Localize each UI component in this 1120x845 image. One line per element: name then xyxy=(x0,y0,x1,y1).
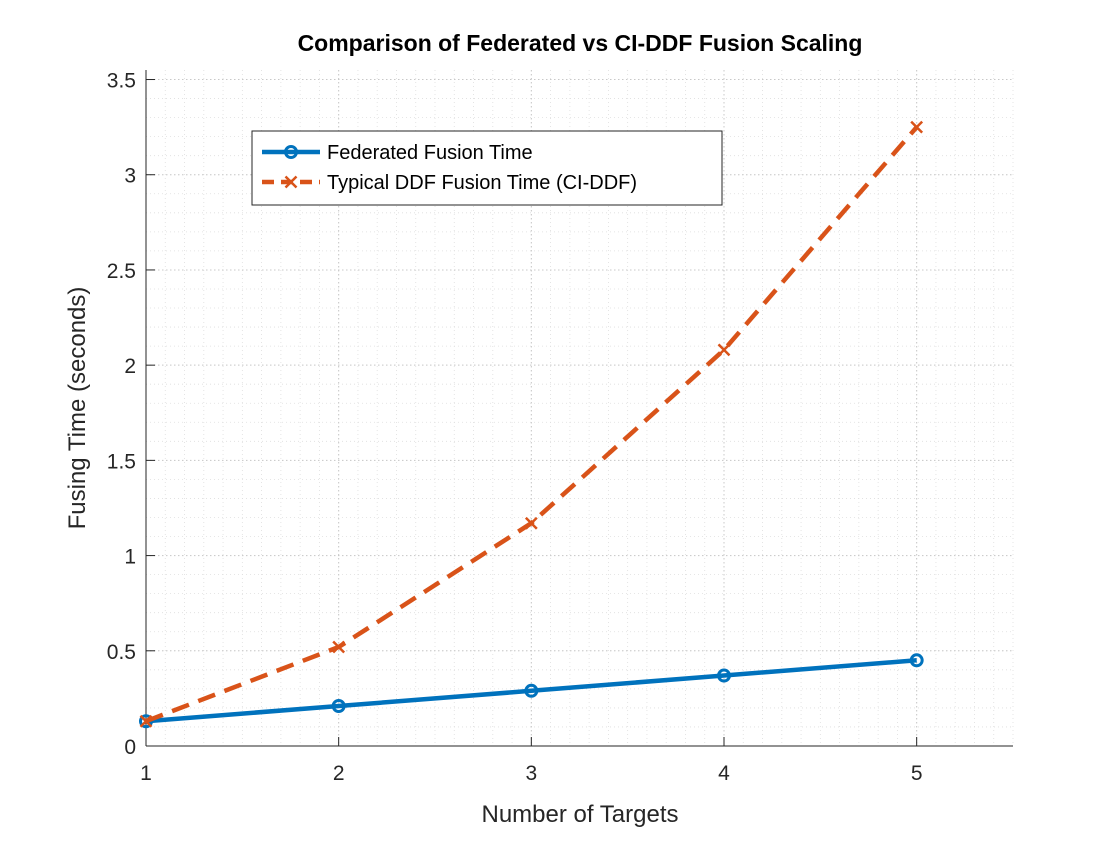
legend: Federated Fusion Time Typical DDF Fusion … xyxy=(251,130,723,206)
data-point-series-1 xyxy=(717,668,731,683)
data-point-series-1 xyxy=(331,699,346,714)
data-point-series-2 xyxy=(139,714,153,728)
x-tick-label: 1 xyxy=(140,762,152,785)
y-tick-label: 1.5 xyxy=(107,450,136,473)
chart-title: Comparison of Federated vs CI-DDF Fusion… xyxy=(298,30,863,56)
y-tick-label: 2 xyxy=(124,355,136,378)
data-point-series-2 xyxy=(524,516,538,530)
data-point-series-2 xyxy=(332,640,346,654)
data-point-series-1 xyxy=(909,653,924,668)
y-tick-label: 1 xyxy=(124,546,136,569)
y-tick-label: 3 xyxy=(124,165,136,188)
legend-marker-1 xyxy=(284,145,298,159)
x-axis-label: Number of Targets xyxy=(482,801,679,828)
y-tick-label: 0.5 xyxy=(107,641,136,664)
legend-marker-2 xyxy=(284,175,298,189)
y-tick-label: 3.5 xyxy=(107,70,136,93)
x-tick-label: 5 xyxy=(911,762,923,785)
legend-label-1: Federated Fusion Time xyxy=(327,142,533,164)
x-tick-label: 2 xyxy=(333,762,345,785)
legend-label-2: Typical DDF Fusion Time (CI-DDF) xyxy=(327,172,637,194)
y-axis-label: Fusing Time (seconds) xyxy=(64,287,91,530)
series-line-1 xyxy=(145,658,917,724)
data-point-series-2 xyxy=(910,120,924,134)
legend-box xyxy=(251,130,723,206)
y-tick-label: 0 xyxy=(124,736,136,759)
y-tick-label: 2.5 xyxy=(107,260,136,283)
x-tick-label: 3 xyxy=(525,762,537,785)
axes: 1 2 3 4 5 0 0.5 1 1.5 2 2.5 3 3.5 xyxy=(107,70,1013,785)
x-tick-label: 4 xyxy=(718,762,730,785)
series-layer xyxy=(139,120,924,729)
data-point-series-2 xyxy=(717,343,731,357)
data-point-series-1 xyxy=(524,683,539,698)
series-line-2 xyxy=(145,125,919,724)
